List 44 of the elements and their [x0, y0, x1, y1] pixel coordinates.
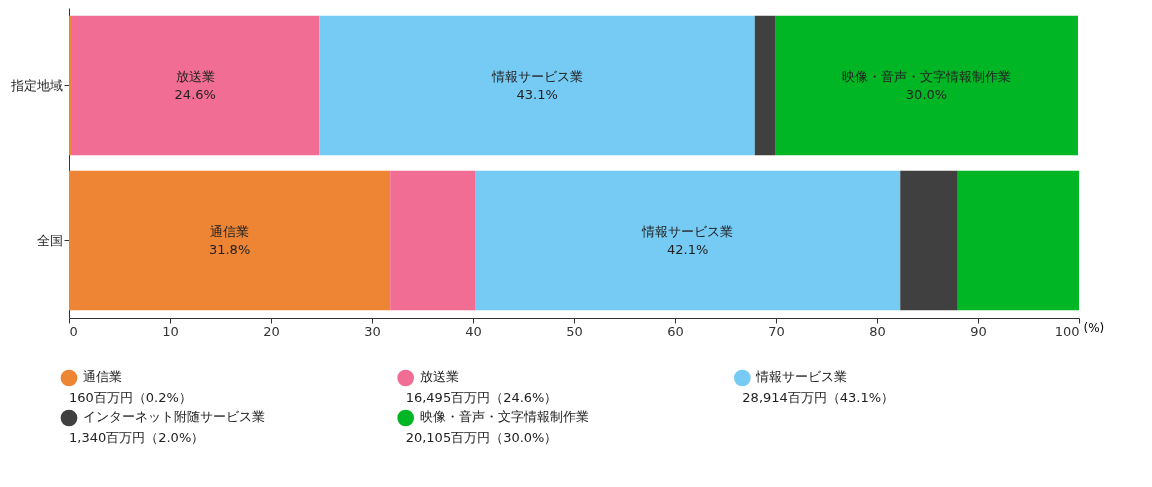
bar: [390, 170, 476, 311]
text: 28,914百万円（43.1%）: [742, 390, 895, 405]
bar: [71, 15, 320, 156]
y-tick-label: 指定地域: [9, 77, 63, 93]
x-tick-label: 0: [69, 323, 78, 339]
data-label: 42.1%: [666, 241, 709, 257]
text: 20,105百万円（30.0%）: [405, 430, 558, 445]
legend-label: 映像・音声・文字情報制作業: [419, 409, 589, 424]
legend-label: インターネット附随サービス業: [83, 409, 265, 424]
x-tick-label: 40: [465, 323, 482, 339]
bar: [475, 170, 901, 311]
text: 1,340百万円（2.0%）: [69, 430, 205, 445]
text: 情報サービス業: [491, 68, 583, 84]
bar: [774, 15, 1078, 156]
data-label: 30.0%: [905, 86, 948, 102]
x-tick-label: 80: [869, 323, 886, 339]
legend-label: 通信業: [83, 369, 122, 384]
text: 160百万円（0.2%）: [69, 390, 192, 405]
bar: [319, 15, 755, 156]
bar: [69, 15, 72, 156]
legend-label: 放送業: [419, 369, 459, 384]
legend-label: 情報サービス業: [755, 369, 848, 384]
x-axis-title: (%): [1083, 320, 1105, 335]
x-tick-label: 90: [970, 323, 987, 339]
text: 情報サービス業: [642, 223, 734, 239]
x-tick-label: 20: [263, 323, 280, 339]
x-tick-label: 70: [768, 323, 785, 339]
bar: [754, 15, 775, 156]
text: 放送業: [175, 68, 215, 84]
bar: [957, 170, 1079, 311]
x-tick-label: 10: [162, 323, 179, 339]
y-tick-label: 全国: [36, 232, 63, 248]
x-tick-label: 100: [1054, 323, 1080, 339]
text: 映像・音声・文字情報制作業: [841, 68, 1011, 84]
data-label: 43.1%: [516, 86, 558, 102]
bar: [900, 170, 958, 311]
bar: [69, 170, 391, 311]
text: 16,495百万円（24.6%）: [405, 390, 558, 405]
x-tick-label: 60: [667, 323, 684, 339]
data-label: 24.6%: [174, 86, 216, 102]
x-tick-label: 50: [566, 323, 583, 339]
text: 通信業: [210, 223, 250, 239]
x-tick-label: 30: [364, 323, 381, 339]
data-label: 31.8%: [208, 241, 251, 257]
